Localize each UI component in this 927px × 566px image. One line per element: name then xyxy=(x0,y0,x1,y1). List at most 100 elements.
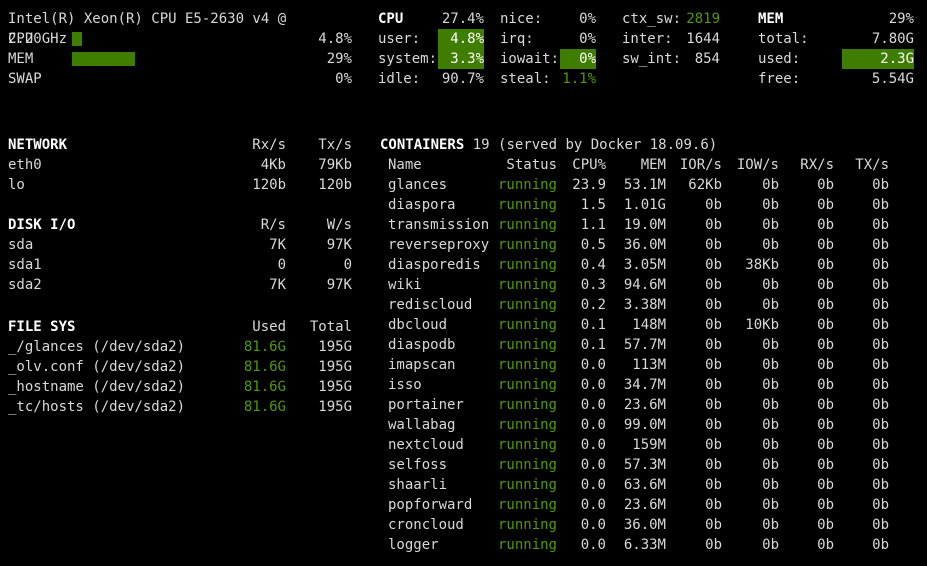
container-row: popforward running 0.0 23.6M 0b 0b 0b 0b xyxy=(380,495,889,515)
cpu-stat-label: CPU xyxy=(378,11,404,27)
containers-col-txs: TX/s xyxy=(855,157,889,173)
quicklook-bar-region xyxy=(72,49,288,69)
column-gap xyxy=(596,29,622,49)
container-cell: running xyxy=(497,237,557,253)
filesys-value-1: 81.6G xyxy=(243,339,286,355)
containers-col-iors: IOR/s xyxy=(679,157,722,173)
filesys-name: _/glances (/dev/sda2) xyxy=(8,339,186,355)
container-row: reverseproxy running 0.5 36.0M 0b 0b 0b 0b xyxy=(380,235,889,255)
containers-count: 19 xyxy=(472,137,490,153)
container-cell: 0b xyxy=(817,257,834,273)
cpu-stat-value: 0% xyxy=(579,31,596,47)
container-cell: running xyxy=(497,297,557,313)
diskio-value-2: 97K xyxy=(326,237,352,253)
cpu-stat-label: ctx_sw: xyxy=(622,11,682,27)
container-cell: running xyxy=(497,477,557,493)
filesys-row: _/glances (/dev/sda2) 81.6G 195G xyxy=(8,337,352,357)
column-gap xyxy=(484,49,500,69)
container-cell: 0b xyxy=(705,477,722,493)
container-cell: 0b xyxy=(705,437,722,453)
container-name: transmission xyxy=(388,217,490,233)
container-cell: 0b xyxy=(872,397,889,413)
container-cell: 0.0 xyxy=(580,497,606,513)
quicklook-label: CPU xyxy=(8,31,34,47)
diskio-value-1: 7K xyxy=(269,277,286,293)
container-cell: 0b xyxy=(762,197,779,213)
filesys-value-1: 81.6G xyxy=(243,379,286,395)
diskio-value-2: 0 xyxy=(343,257,352,273)
cpu-stat-value: 1.1% xyxy=(562,71,596,87)
container-cell: 0b xyxy=(762,457,779,473)
container-cell: 0b xyxy=(872,437,889,453)
diskio-title: DISK I/O xyxy=(8,217,76,233)
cpu-stat-label: irq: xyxy=(500,31,534,47)
container-cell: 0.0 xyxy=(580,377,606,393)
network-value-2: 120b xyxy=(318,177,352,193)
container-row: dbcloud running 0.1 148M 0b 10Kb 0b 0b xyxy=(380,315,889,335)
container-cell: 57.7M xyxy=(623,337,666,353)
container-cell: 0b xyxy=(762,397,779,413)
network-value-1: 4Kb xyxy=(260,157,286,173)
container-cell: 0b xyxy=(705,217,722,233)
container-cell: 0b xyxy=(705,337,722,353)
diskio-col-read: R/s xyxy=(260,217,286,233)
container-cell: 36.0M xyxy=(623,237,666,253)
container-name: isso xyxy=(388,377,422,393)
network-col-rx: Rx/s xyxy=(252,137,286,153)
filesys-value-2: 195G xyxy=(318,359,352,375)
container-cell: 63.6M xyxy=(623,477,666,493)
cpu-model: Intel(R) Xeon(R) CPU E5-2630 v4 @ 2.20GH… xyxy=(8,9,352,47)
container-cell: running xyxy=(497,457,557,473)
container-cell: 62Kb xyxy=(688,177,722,193)
mem-stat-row: free: 5.54G xyxy=(758,69,914,89)
filesys-name: _hostname (/dev/sda2) xyxy=(8,379,186,395)
container-cell: 0b xyxy=(872,217,889,233)
cpu-stat-label: steal: xyxy=(500,71,551,87)
diskio-value-1: 7K xyxy=(269,237,286,253)
container-cell: 0b xyxy=(762,517,779,533)
usage-bar xyxy=(72,32,83,46)
container-row: transmission running 1.1 19.0M 0b 0b 0b 0b xyxy=(380,215,889,235)
network-panel: NETWORK Rx/s Tx/s eth0 4Kb 79Kb lo 120b 120b xyxy=(8,135,352,195)
container-row: shaarli running 0.0 63.6M 0b 0b 0b 0b xyxy=(380,475,889,495)
container-cell: 0b xyxy=(762,177,779,193)
container-row: isso running 0.0 34.7M 0b 0b 0b 0b xyxy=(380,375,889,395)
container-cell: 0.0 xyxy=(580,397,606,413)
quicklook-row: CPU 4.8% xyxy=(8,29,352,49)
cpu-stat-value: 854 xyxy=(694,51,720,67)
container-cell: 0b xyxy=(762,277,779,293)
container-cell: 0b xyxy=(817,337,834,353)
container-cell: 0b xyxy=(762,297,779,313)
cpu-stat-label: user: xyxy=(378,31,421,47)
column-gap xyxy=(484,29,500,49)
container-cell: 0b xyxy=(872,537,889,553)
container-cell: 0.0 xyxy=(580,537,606,553)
cpu-model-label: Intel(R) Xeon(R) CPU E5-2630 v4 @ 2.20GH… xyxy=(8,11,287,47)
cpu-stat-value: 3.3% xyxy=(438,49,484,69)
container-cell: 0b xyxy=(762,537,779,553)
diskio-value-1: 0 xyxy=(277,257,286,273)
container-cell: running xyxy=(497,537,557,553)
diskio-header: DISK I/O R/s W/s xyxy=(8,215,352,235)
container-row: diaspodb running 0.1 57.7M 0b 0b 0b 0b xyxy=(380,335,889,355)
mem-stat-row: used: 2.3G xyxy=(758,49,914,69)
mem-percent: 29% xyxy=(888,11,914,27)
network-row: lo 120b 120b xyxy=(8,175,352,195)
container-cell: 0b xyxy=(817,477,834,493)
container-cell: 0.1 xyxy=(580,317,606,333)
container-cell: 3.38M xyxy=(623,297,666,313)
container-cell: 0b xyxy=(817,517,834,533)
containers-subtitle: (served by Docker 18.09.6) xyxy=(498,137,718,153)
filesys-name: _tc/hosts (/dev/sda2) xyxy=(8,399,186,415)
container-cell: 0b xyxy=(872,357,889,373)
filesys-row: _hostname (/dev/sda2) 81.6G 195G xyxy=(8,377,352,397)
cpu-panel: CPU 27.4% nice: 0% ctx_sw: 2819 user: 4.8% irq: 0… xyxy=(378,9,720,89)
container-row: diaspora running 1.5 1.01G 0b 0b 0b 0b xyxy=(380,195,889,215)
container-row: nextcloud running 0.0 159M 0b 0b 0b 0b xyxy=(380,435,889,455)
container-cell: 23.9 xyxy=(572,177,606,193)
filesys-name: _olv.conf (/dev/sda2) xyxy=(8,359,186,375)
container-name: nextcloud xyxy=(388,437,464,453)
container-cell: running xyxy=(497,317,557,333)
container-cell: 0b xyxy=(705,377,722,393)
cpu-stat-line: system: 3.3% iowait: 0% sw_int: 854 xyxy=(378,49,720,69)
